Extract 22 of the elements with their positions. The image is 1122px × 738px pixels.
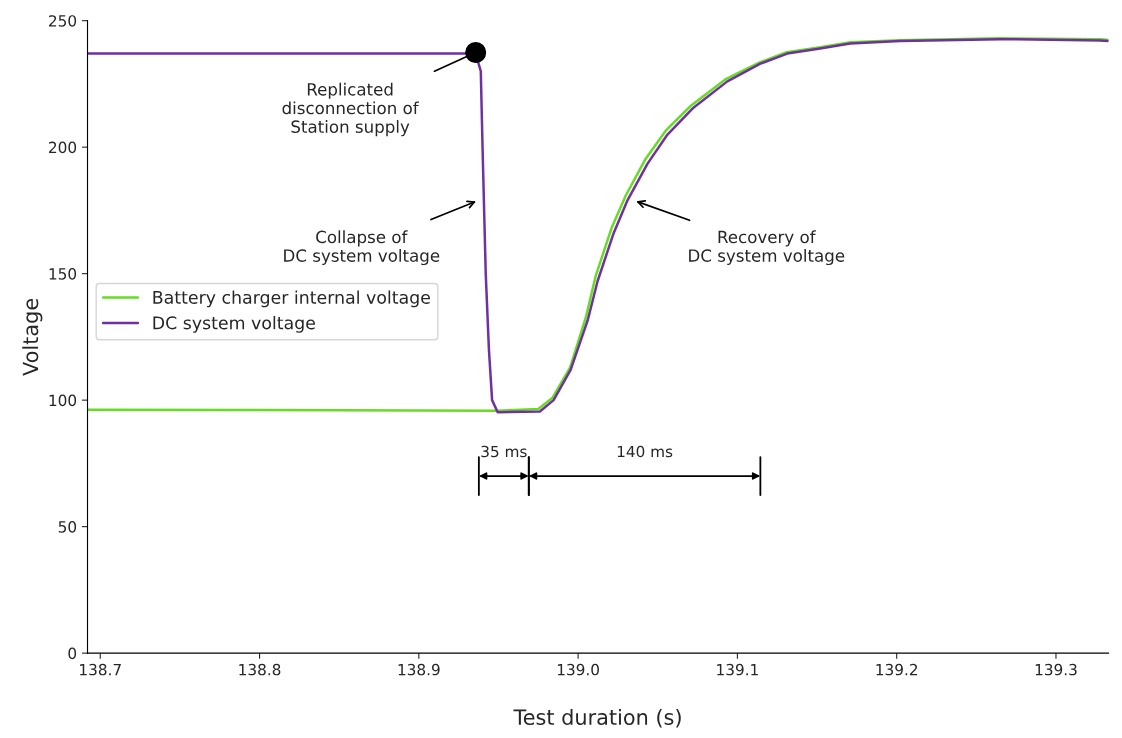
legend-label: DC system voltage: [153, 315, 315, 333]
x-tick-label: 138.9: [398, 663, 440, 676]
y-tick-label: 200: [49, 141, 77, 154]
annotation: Collapse of DC system voltage: [284, 230, 440, 266]
x-tick-label: 139.3: [1035, 663, 1077, 676]
x-tick-label: 139.1: [717, 663, 758, 676]
x-tick-label: 138.8: [239, 663, 281, 676]
annotation: Replicated disconnection of Station supply: [282, 82, 419, 137]
y-tick-label: 50: [58, 521, 77, 533]
annotation: Recovery of DC system voltage: [689, 230, 845, 266]
y-axis-title: Voltage: [22, 298, 43, 376]
annotation: 140 ms: [617, 445, 673, 458]
x-tick-label: 139.2: [876, 663, 918, 676]
x-tick-label: 138.7: [80, 663, 121, 676]
x-axis-title: Test duration (s): [513, 708, 681, 728]
x-tick-label: 139.0: [557, 663, 599, 676]
y-tick-label: 250: [49, 15, 77, 27]
y-tick-label: 0: [68, 647, 77, 660]
y-tick-label: 150: [49, 268, 77, 280]
annotation: 35 ms: [481, 445, 527, 458]
legend-label: Battery charger internal voltage: [153, 290, 430, 308]
y-tick-label: 100: [49, 394, 77, 407]
